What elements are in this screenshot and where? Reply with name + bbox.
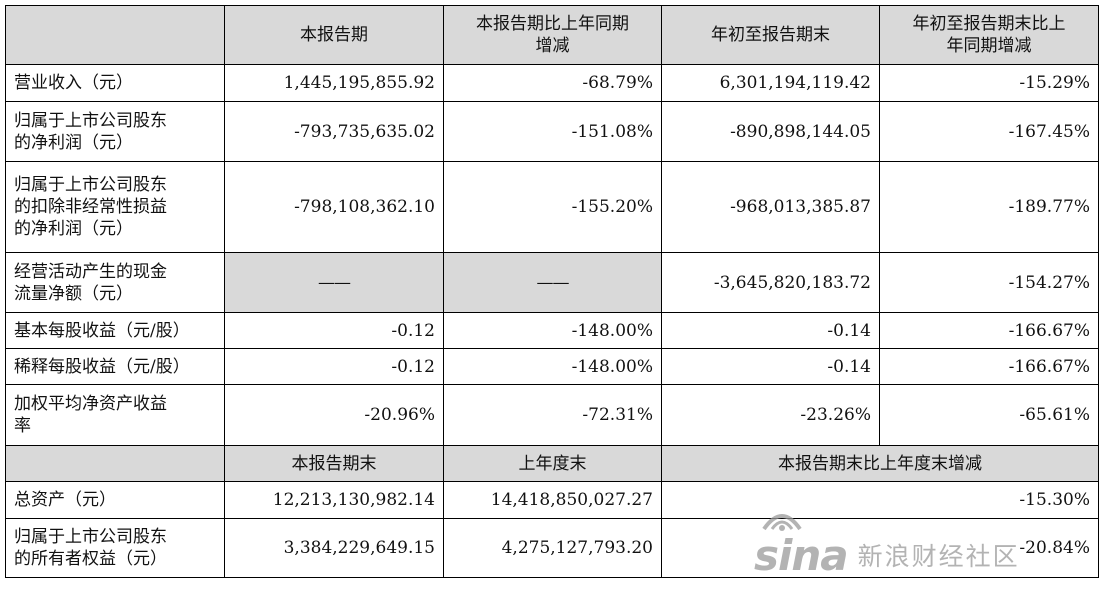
table-row: 稀释每股收益（元/股） -0.12 -148.00% -0.14 -166.67… — [5, 348, 1099, 385]
table-row: 归属于上市公司股东 的所有者权益（元） 3,384,229,649.15 4,2… — [5, 518, 1099, 578]
header-period-end: 本报告期末 — [224, 445, 444, 482]
table-row: 归属于上市公司股东 的净利润（元） -793,735,635.02 -151.0… — [5, 101, 1099, 162]
table-row: 基本每股收益（元/股） -0.12 -148.00% -0.14 -166.67… — [5, 312, 1099, 349]
table-header-row: 本报告期 本报告期比上年同期 增减 年初至报告期末 年初至报告期末比上 年同期增… — [5, 5, 1099, 65]
row-label: 加权平均净资产收益 率 — [5, 384, 225, 446]
table-cell: 1,445,195,855.92 — [224, 64, 444, 102]
table-cell: -15.30% — [661, 481, 1099, 519]
table-cell: -65.61% — [879, 384, 1099, 446]
table-row: 营业收入（元） 1,445,195,855.92 -68.79% 6,301,1… — [5, 64, 1099, 102]
table-cell: -15.29% — [879, 64, 1099, 102]
table-cell: 12,213,130,982.14 — [224, 481, 444, 519]
row-label: 总资产（元） — [5, 481, 225, 519]
table-cell: -148.00% — [443, 312, 662, 349]
table-cell: -968,013,385.87 — [661, 161, 880, 253]
table-cell: -20.96% — [224, 384, 444, 446]
header-prior-year-end: 上年度末 — [443, 445, 662, 482]
table-cell: -166.67% — [879, 348, 1099, 385]
table-row: 加权平均净资产收益 率 -20.96% -72.31% -23.26% -65.… — [5, 384, 1099, 446]
header-blank-cell — [5, 445, 225, 482]
table-cell: -0.14 — [661, 348, 880, 385]
table-row: 经营活动产生的现金 流量净额（元） —— —— -3,645,820,183.7… — [5, 252, 1099, 313]
table-cell: -798,108,362.10 — [224, 161, 444, 253]
header-ytd-yoy-change: 年初至报告期末比上 年同期增减 — [879, 5, 1099, 65]
row-label: 基本每股收益（元/股） — [5, 312, 225, 349]
table-cell: 3,384,229,649.15 — [224, 518, 444, 578]
table-cell: 4,275,127,793.20 — [443, 518, 662, 578]
table-cell: -793,735,635.02 — [224, 101, 444, 162]
table-row: 归属于上市公司股东 的扣除非经常性损益 的净利润（元） -798,108,362… — [5, 161, 1099, 253]
table-cell: -151.08% — [443, 101, 662, 162]
na-cell: —— — [443, 252, 662, 313]
table-cell: -189.77% — [879, 161, 1099, 253]
header-period-end-vs-prior-year-end: 本报告期末比上年度末增减 — [661, 445, 1099, 482]
row-label: 归属于上市公司股东 的所有者权益（元） — [5, 518, 225, 578]
table-cell: -0.12 — [224, 312, 444, 349]
row-label: 经营活动产生的现金 流量净额（元） — [5, 252, 225, 313]
table-header-row-2: 本报告期末 上年度末 本报告期末比上年度末增减 — [5, 445, 1099, 482]
na-cell: —— — [224, 252, 444, 313]
header-ytd: 年初至报告期末 — [661, 5, 880, 65]
table-cell: -0.12 — [224, 348, 444, 385]
table-cell: -0.14 — [661, 312, 880, 349]
table-cell: -167.45% — [879, 101, 1099, 162]
table-cell: -3,645,820,183.72 — [661, 252, 880, 313]
table-cell: -72.31% — [443, 384, 662, 446]
header-current-period: 本报告期 — [224, 5, 444, 65]
table-cell: -148.00% — [443, 348, 662, 385]
table-cell: 14,418,850,027.27 — [443, 481, 662, 519]
table-cell: -890,898,144.05 — [661, 101, 880, 162]
table-cell: -68.79% — [443, 64, 662, 102]
header-period-yoy-change: 本报告期比上年同期 增减 — [443, 5, 662, 65]
table-row: 总资产（元） 12,213,130,982.14 14,418,850,027.… — [5, 481, 1099, 519]
table-cell: -23.26% — [661, 384, 880, 446]
row-label: 归属于上市公司股东 的净利润（元） — [5, 101, 225, 162]
row-label: 归属于上市公司股东 的扣除非经常性损益 的净利润（元） — [5, 161, 225, 253]
table-cell: -166.67% — [879, 312, 1099, 349]
row-label: 稀释每股收益（元/股） — [5, 348, 225, 385]
table-cell: 6,301,194,119.42 — [661, 64, 880, 102]
table-cell: -154.27% — [879, 252, 1099, 313]
table-cell: -155.20% — [443, 161, 662, 253]
row-label: 营业收入（元） — [5, 64, 225, 102]
header-blank-cell — [5, 5, 225, 65]
financial-summary-table: 本报告期 本报告期比上年同期 增减 年初至报告期末 年初至报告期末比上 年同期增… — [5, 5, 1099, 578]
table-cell: -20.84% — [661, 518, 1099, 578]
